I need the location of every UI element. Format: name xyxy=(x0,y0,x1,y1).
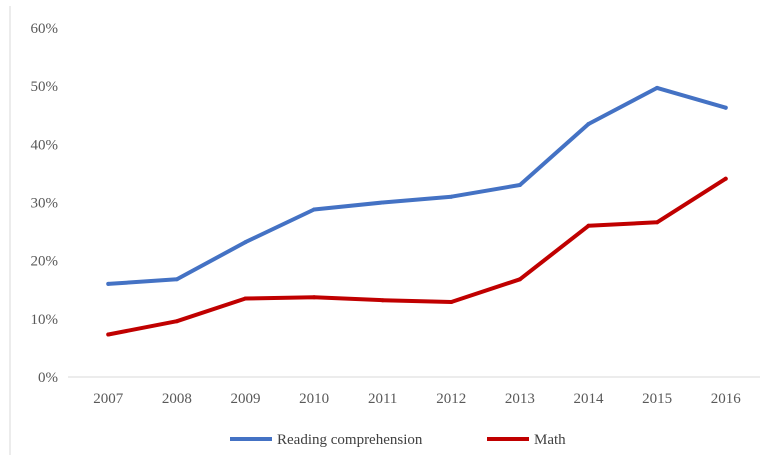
y-tick-label: 40% xyxy=(31,137,59,153)
data-point-reading-comprehension-2007 xyxy=(106,281,111,286)
data-point-math-2010 xyxy=(312,295,317,300)
legend-label-math: Math xyxy=(534,432,566,448)
data-point-reading-comprehension-2008 xyxy=(174,277,179,282)
y-tick-label: 0% xyxy=(38,370,58,386)
x-tick-label: 2009 xyxy=(231,391,261,407)
data-point-math-2007 xyxy=(106,332,111,337)
x-tick-label: 2011 xyxy=(368,391,397,407)
data-point-math-2012 xyxy=(449,300,454,304)
y-axis-ticks: 0% 10% 20% 30% 40% 50% 60% xyxy=(31,21,59,386)
x-tick-label: 2016 xyxy=(711,391,742,407)
x-tick-label: 2014 xyxy=(574,391,605,407)
data-point-reading-comprehension-2016 xyxy=(723,105,728,110)
series-lines xyxy=(106,85,728,337)
legend: Reading comprehension Math xyxy=(230,432,566,448)
series-line-reading-comprehension xyxy=(106,85,728,286)
y-tick-label: 20% xyxy=(31,254,59,270)
data-point-reading-comprehension-2010 xyxy=(312,207,317,212)
series-math xyxy=(106,176,728,337)
data-point-math-2009 xyxy=(243,296,248,301)
data-point-math-2011 xyxy=(380,298,385,303)
data-point-reading-comprehension-2015 xyxy=(655,85,660,90)
x-tick-label: 2007 xyxy=(93,391,124,407)
y-tick-label: 10% xyxy=(31,312,59,328)
data-point-math-2016 xyxy=(723,176,728,181)
series-reading-comprehension xyxy=(106,85,728,286)
data-point-reading-comprehension-2009 xyxy=(243,240,248,245)
data-point-reading-comprehension-2013 xyxy=(517,183,522,187)
data-point-math-2008 xyxy=(174,319,179,324)
x-tick-label: 2010 xyxy=(299,391,329,407)
x-tick-label: 2015 xyxy=(642,391,672,407)
data-point-reading-comprehension-2014 xyxy=(586,122,591,126)
x-tick-label: 2008 xyxy=(162,391,192,407)
x-tick-label: 2012 xyxy=(436,391,466,407)
x-tick-label: 2013 xyxy=(505,391,535,407)
data-point-math-2014 xyxy=(586,223,591,228)
y-tick-label: 30% xyxy=(31,196,59,212)
series-line-math xyxy=(106,176,728,337)
data-point-math-2013 xyxy=(517,277,522,282)
data-point-math-2015 xyxy=(655,220,660,225)
data-point-reading-comprehension-2011 xyxy=(380,200,385,205)
y-tick-label: 50% xyxy=(31,79,59,95)
legend-label-reading: Reading comprehension xyxy=(277,432,423,448)
y-tick-label: 60% xyxy=(31,21,59,37)
x-axis-ticks: 2007 2008 2009 2010 2011 2012 2013 2014 2015 2016 xyxy=(93,391,741,407)
data-point-reading-comprehension-2012 xyxy=(449,194,454,199)
